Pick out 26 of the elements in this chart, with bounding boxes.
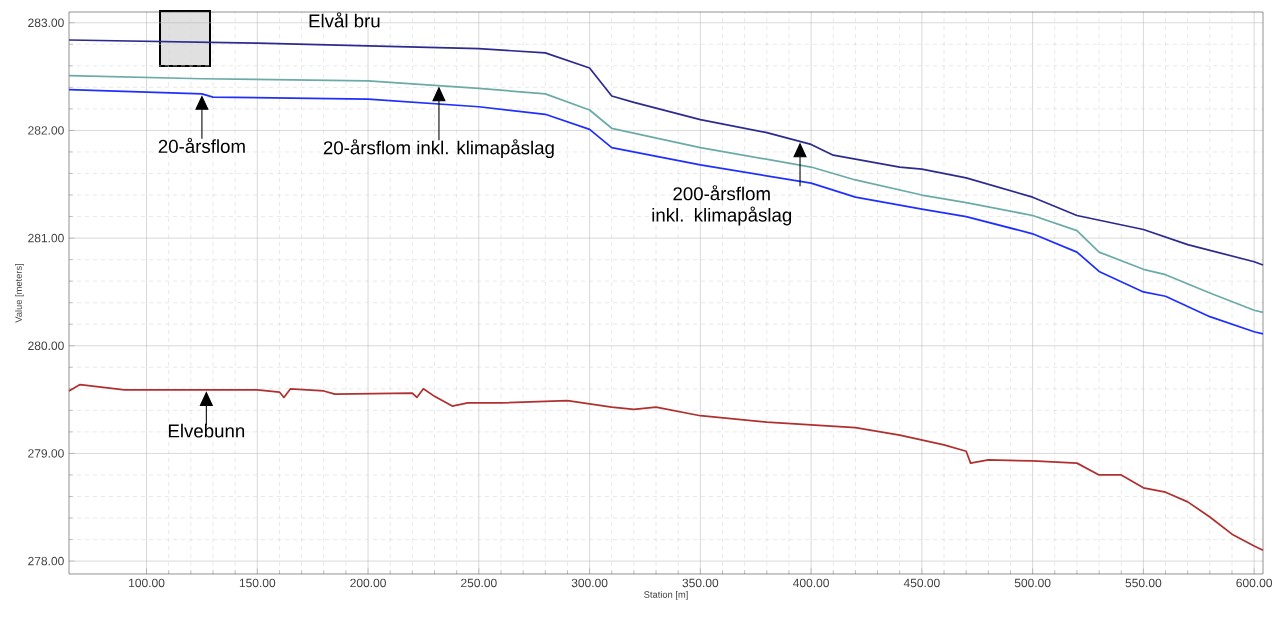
y-tick-label: 281.00 (28, 233, 64, 243)
x-tick-label: 600.00 (1236, 578, 1273, 588)
x-tick-label: 400.00 (793, 578, 829, 588)
x-tick-label: 100.00 (129, 578, 165, 588)
line-series (68, 39, 1264, 266)
x-axis-title: Station [m] (644, 591, 688, 600)
y-tick-label: 280.00 (28, 341, 64, 351)
x-tick-label: 250.00 (461, 578, 497, 588)
x-tick-label: 450.00 (903, 578, 940, 588)
y-tick-label: 282.00 (28, 126, 64, 135)
x-tick-label: 300.00 (571, 578, 608, 588)
annotation: Elvebunn (168, 423, 245, 438)
y-axis-title: Value [meters] (15, 263, 24, 323)
annotation: Elvål bru (309, 12, 380, 28)
y-tick-label: 283.00 (28, 18, 64, 28)
x-tick-label: 550.00 (1125, 578, 1162, 588)
y-tick-label: 279.00 (28, 449, 64, 458)
x-tick-label: 200.00 (350, 578, 386, 588)
annotation: 20-årsflom (158, 137, 245, 153)
annotation: 20-årsflom inkl. klimapåslag (323, 139, 554, 159)
x-tick-label: 500.00 (1014, 578, 1051, 588)
line-series (68, 383, 1264, 552)
x-tick-label: 350.00 (682, 578, 719, 588)
x-tick-label: 150.00 (239, 578, 276, 588)
annotation: 200-årsflom inkl. klimapåslag (652, 185, 792, 226)
y-tick-label: 278.00 (28, 556, 64, 566)
